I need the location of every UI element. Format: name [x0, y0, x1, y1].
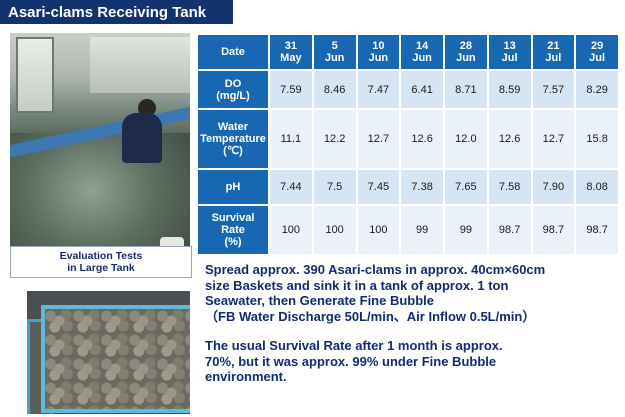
temperature-value: 12.6	[488, 110, 531, 168]
row-label-date: Date	[198, 35, 268, 69]
do-value: 7.47	[357, 71, 400, 108]
photo-caption: Evaluation Tests in Large Tank	[10, 246, 192, 278]
temperature-value: 11.1	[270, 110, 312, 168]
do-value: 8.46	[313, 71, 356, 108]
ph-value: 7.65	[445, 170, 487, 204]
table-row-do: DO (mg/L) 7.59 8.46 7.47 6.41 8.71 8.59 7…	[198, 71, 618, 108]
survival-value: 99	[401, 206, 443, 254]
row-label-text: Temperature	[200, 133, 266, 145]
temperature-value: 15.8	[576, 110, 618, 168]
row-label-temperature: Water Temperature (℃)	[198, 110, 268, 168]
ph-value: 8.08	[576, 170, 618, 204]
date-day: 10	[372, 40, 385, 52]
date-month: Jul	[501, 52, 518, 64]
date-month: Jul	[545, 52, 562, 64]
do-value: 8.71	[445, 71, 487, 108]
temperature-value: 12.7	[532, 110, 575, 168]
row-label-text: Rate	[221, 224, 245, 236]
date-day: 21	[547, 40, 560, 52]
ph-value: 7.5	[313, 170, 356, 204]
temperature-value: 12.2	[313, 110, 356, 168]
caption-line-2: in Large Tank	[67, 262, 135, 274]
description-text: Spread approx. 390 Asari-clams in approx…	[205, 262, 620, 385]
date-month: May	[280, 52, 302, 64]
results-table: Date 31 May 5 Jun 10 Jun 14 Jun 28 Jun 13 Jul …	[196, 33, 620, 256]
row-label-survival: Survival Rate (%)	[198, 206, 268, 254]
description-line: 70%, but it was approx. 99% under Fine B…	[205, 353, 497, 369]
do-value: 8.29	[576, 71, 618, 108]
survival-value: 100	[357, 206, 400, 254]
do-value: 6.41	[401, 71, 443, 108]
row-label-ph: pH	[198, 170, 268, 204]
date-day: 29	[591, 40, 604, 52]
description-line: Seawater, then Generate Fine Bubble	[205, 293, 435, 308]
date-month: Jun	[368, 52, 389, 64]
survival-value: 98.7	[576, 206, 618, 254]
description-line: The usual Survival Rate after 1 month is…	[205, 338, 503, 353]
clams-basket-photo	[27, 291, 190, 414]
do-value: 7.57	[532, 71, 575, 108]
description-line: environment.	[205, 369, 287, 384]
row-label-unit: (℃)	[223, 145, 243, 157]
table-row-ph: pH 7.44 7.5 7.45 7.38 7.65 7.58 7.90 8.0…	[198, 170, 618, 204]
description-line: Spread approx. 390 Asari-clams in approx…	[205, 262, 546, 277]
date-cell: 13 Jul	[488, 35, 531, 69]
row-label-text: DO	[224, 77, 242, 90]
date-day: 31	[284, 40, 297, 52]
row-label-unit: (mg/L)	[216, 89, 250, 102]
caption-line-1: Evaluation Tests	[59, 250, 143, 262]
row-label-text: Survival	[211, 212, 255, 224]
table-row-date: Date 31 May 5 Jun 10 Jun 14 Jun 28 Jun 13 Jul …	[198, 35, 618, 69]
date-cell: 29 Jul	[576, 35, 618, 69]
photo-window	[16, 37, 54, 113]
survival-value: 98.7	[532, 206, 575, 254]
slide-title: Asari-clams Receiving Tank	[0, 0, 233, 24]
temperature-value: 12.0	[445, 110, 487, 168]
date-day: 13	[503, 40, 516, 52]
date-cell: 10 Jun	[357, 35, 400, 69]
photo-wall	[90, 37, 190, 93]
date-day: 5	[331, 40, 338, 52]
date-day: 28	[459, 40, 472, 52]
date-cell: 31 May	[270, 35, 312, 69]
do-value: 7.59	[270, 71, 312, 108]
row-label-text: Water	[217, 121, 249, 133]
row-label-do: DO (mg/L)	[198, 71, 268, 108]
date-month: Jul	[589, 52, 606, 64]
description-line: （FB Water Discharge 50L/min、Air Inflow 0…	[205, 308, 536, 324]
ph-value: 7.38	[401, 170, 443, 204]
ph-value: 7.58	[488, 170, 531, 204]
temperature-value: 12.7	[357, 110, 400, 168]
ph-value: 7.90	[532, 170, 575, 204]
description-spacer	[205, 324, 620, 338]
date-cell: 21 Jul	[532, 35, 575, 69]
date-month: Jun	[324, 52, 345, 64]
date-cell: 28 Jun	[445, 35, 487, 69]
ph-value: 7.44	[270, 170, 312, 204]
table-row-temperature: Water Temperature (℃) 11.1 12.2 12.7 12.6 …	[198, 110, 618, 168]
do-value: 8.59	[488, 71, 531, 108]
photo-person-head	[138, 99, 156, 117]
survival-value: 99	[445, 206, 487, 254]
date-month: Jun	[456, 52, 476, 64]
tank-photo	[10, 33, 190, 277]
row-label-unit: (%)	[224, 236, 242, 248]
description-line: size Baskets and sink it in a tank of ap…	[205, 277, 509, 293]
survival-value: 98.7	[488, 206, 531, 254]
survival-value: 100	[313, 206, 356, 254]
date-cell: 14 Jun	[401, 35, 443, 69]
photo-person	[122, 113, 162, 163]
temperature-value: 12.6	[401, 110, 443, 168]
date-day: 14	[416, 40, 429, 52]
survival-value: 100	[270, 206, 312, 254]
date-month: Jun	[412, 52, 432, 64]
ph-value: 7.45	[357, 170, 400, 204]
photo-basket	[41, 305, 190, 413]
table-row-survival: Survival Rate (%) 100 100 100 99 99 98.7 9…	[198, 206, 618, 254]
date-cell: 5 Jun	[313, 35, 356, 69]
